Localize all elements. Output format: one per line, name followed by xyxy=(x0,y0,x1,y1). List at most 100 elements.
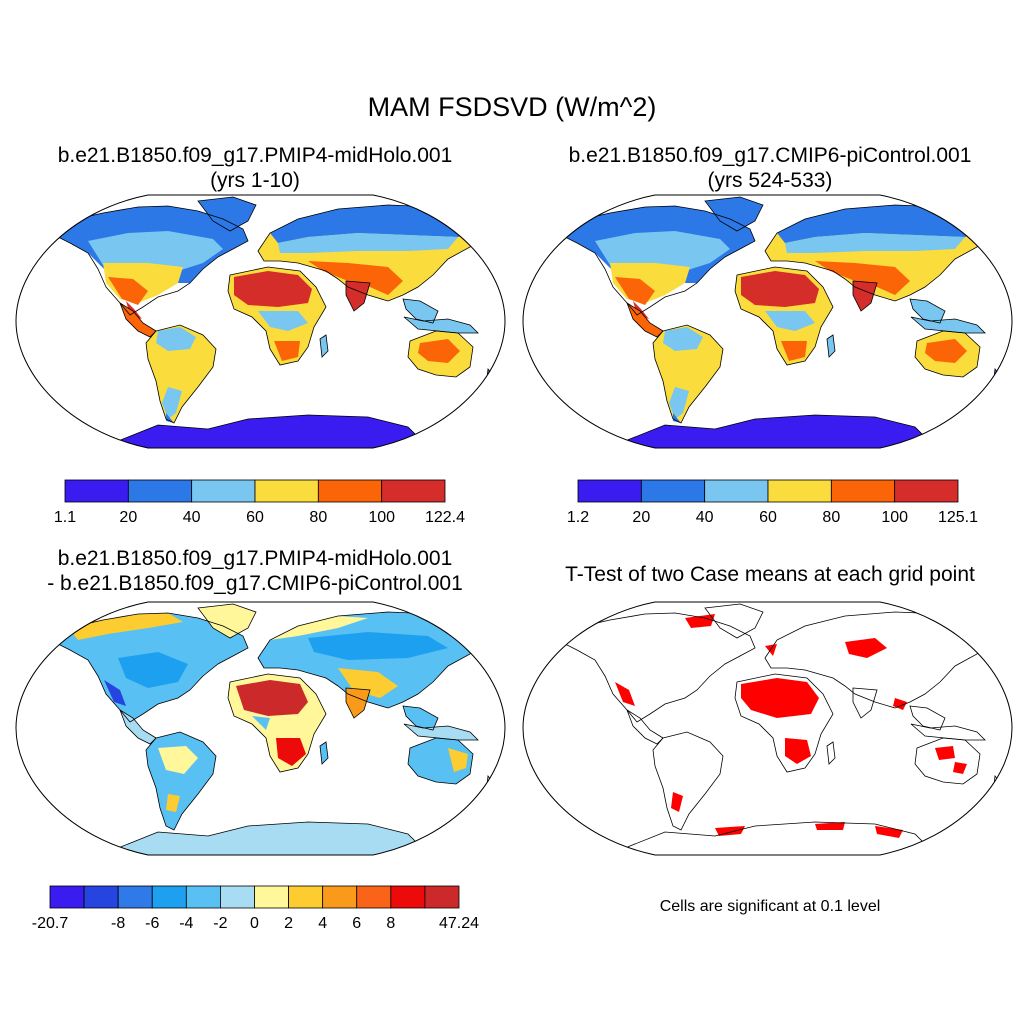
data-region xyxy=(198,604,256,638)
data-region xyxy=(166,413,174,423)
data-region xyxy=(270,616,368,640)
data-region xyxy=(258,311,308,331)
data-region xyxy=(118,415,418,448)
data-region xyxy=(785,233,965,253)
colorbar-swatch xyxy=(322,885,358,909)
coastline-north-america xyxy=(49,612,249,723)
data-region xyxy=(146,325,216,423)
data-region xyxy=(158,746,198,774)
coastline-greenland xyxy=(704,196,764,232)
data-region xyxy=(953,762,967,774)
data-region xyxy=(653,325,723,423)
colorbar-swatch xyxy=(83,885,119,909)
colorbar-tick-label: 1.1 xyxy=(54,509,76,526)
coastline-south-america xyxy=(652,731,724,831)
coastline-greenland xyxy=(197,196,257,232)
colorbar-tick-label: 20 xyxy=(632,509,650,526)
colorbar-swatch xyxy=(640,479,706,503)
coastline-indonesia xyxy=(910,316,986,334)
figure-title: MAM FSDSVD (W/m^2) xyxy=(367,92,657,122)
coastline-north-america xyxy=(49,205,249,316)
data-region xyxy=(910,299,945,323)
colorbar-tick-label: -20.7 xyxy=(32,915,69,932)
colorbar-difference: -20.7 -8 -6 -4 -2 0 2 4 6 8 47.24 xyxy=(32,885,479,932)
coastline-eurasia xyxy=(257,611,481,709)
colorbar-swatch xyxy=(390,885,426,909)
colorbar-case1: 1.1 20 40 60 80 100 122.4 xyxy=(54,479,465,526)
coastline-india xyxy=(852,687,878,719)
data-region xyxy=(627,303,663,337)
coastline-australia xyxy=(407,737,474,785)
colorbar-tick-label: 40 xyxy=(183,509,201,526)
colorbar-swatch xyxy=(191,479,256,503)
coastline-se-asia xyxy=(402,298,439,324)
data-region xyxy=(935,746,955,760)
colorbar-swatch xyxy=(894,479,959,503)
data-region xyxy=(765,644,777,656)
colorbar-tick-label: 20 xyxy=(119,509,137,526)
data-region xyxy=(595,231,730,273)
data-region xyxy=(615,682,635,706)
coastline-se-asia xyxy=(402,705,439,731)
coastline-australia xyxy=(914,330,981,378)
colorbar-tick-label: -2 xyxy=(213,915,227,932)
data-region xyxy=(308,261,403,295)
coastline-india xyxy=(852,280,878,312)
colorbar-swatch xyxy=(127,479,193,503)
coastline-eurasia xyxy=(257,204,481,302)
data-region xyxy=(669,387,689,419)
colorbar-tick-label: 100 xyxy=(881,509,908,526)
coastline-south-america xyxy=(145,324,217,424)
coastline-madagascar xyxy=(826,334,836,358)
data-region xyxy=(741,678,819,718)
panel-title-ttest: T-Test of two Case means at each grid po… xyxy=(565,563,975,586)
colorbar-swatch xyxy=(830,479,896,503)
data-region xyxy=(252,716,270,730)
coastline-greenland xyxy=(704,603,764,639)
data-region xyxy=(418,339,460,363)
colorbar-swatch xyxy=(151,885,187,909)
coastline-antarctica xyxy=(623,821,926,855)
coastline-se-asia xyxy=(909,298,946,324)
map-boundary xyxy=(522,601,1013,856)
data-region xyxy=(715,826,745,836)
panel-title-case1: b.e21.B1850.f09_g17.PMIP4-midHolo.001 (y… xyxy=(10,143,500,193)
data-region xyxy=(408,738,473,784)
coastline-eurasia xyxy=(764,204,988,302)
colorbar-tick-label: -4 xyxy=(179,915,193,932)
coastline-africa xyxy=(734,673,834,773)
coastline-se-asia xyxy=(909,705,946,731)
colorbar-tick-label: -8 xyxy=(111,915,125,932)
colorbar-tick-label: 1.2 xyxy=(567,509,589,526)
colorbar-tick-label: 47.24 xyxy=(439,915,479,932)
data-region xyxy=(815,822,845,830)
panel-title-line1: b.e21.B1850.f09_g17.CMIP6-piControl.001 xyxy=(568,144,972,167)
data-region xyxy=(671,792,683,812)
colorbar-tick-label: 122.4 xyxy=(425,509,465,526)
coastline-antarctica xyxy=(116,414,419,448)
panel-title-line2: (yrs 524-533) xyxy=(707,169,833,192)
colorbar-swatch xyxy=(317,479,383,503)
coastline-africa xyxy=(227,266,327,366)
coastline-india xyxy=(345,687,371,719)
data-region xyxy=(68,613,183,640)
coastline-madagascar xyxy=(319,334,329,358)
data-region xyxy=(403,299,438,323)
coastline-eurasia xyxy=(764,611,988,709)
data-region xyxy=(308,632,448,660)
data-region xyxy=(198,197,256,231)
colorbar-swatch xyxy=(254,479,319,503)
data-region xyxy=(705,197,763,231)
data-region xyxy=(236,680,308,716)
colorbar-tick-label: 8 xyxy=(386,915,395,932)
colorbar-swatch xyxy=(577,479,642,503)
coastline-madagascar xyxy=(319,741,329,765)
colorbar-case2: 1.2 20 40 60 80 100 125.1 xyxy=(567,479,978,526)
colorbar-swatch xyxy=(49,885,85,909)
colorbar-tick-label: 80 xyxy=(822,509,840,526)
colorbar-swatch xyxy=(356,885,392,909)
coastline-greenland xyxy=(197,603,257,639)
data-region xyxy=(925,339,967,363)
data-region xyxy=(278,233,458,253)
coastline-indonesia xyxy=(910,723,986,741)
